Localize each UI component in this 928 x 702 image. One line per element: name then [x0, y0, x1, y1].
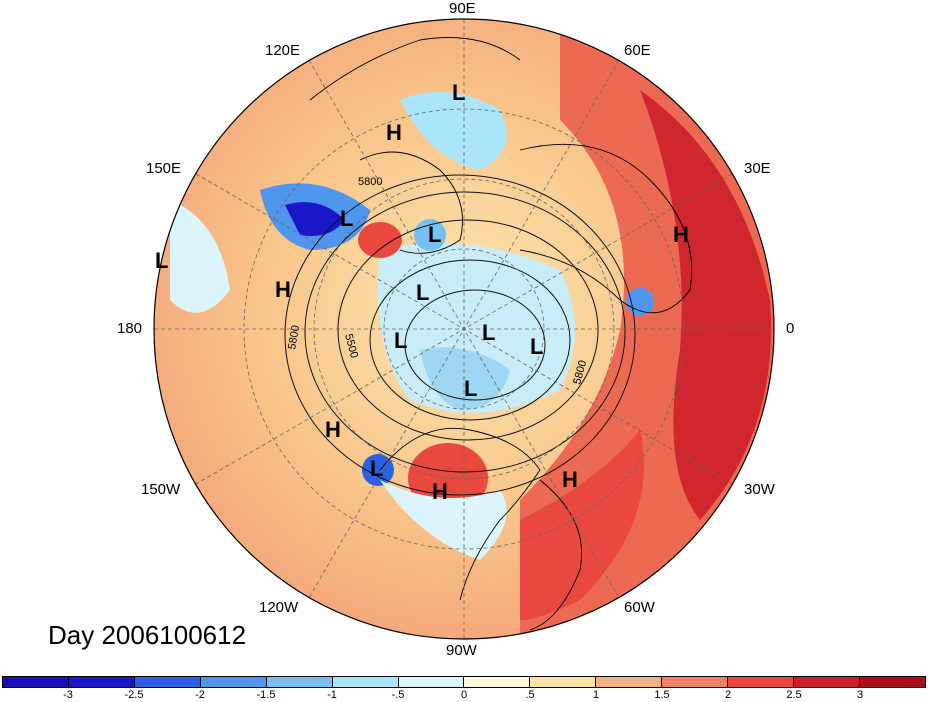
pressure-center: H: [432, 479, 448, 504]
lon-label-120e: 120E: [265, 42, 301, 59]
colorbar: [2, 676, 926, 688]
colorbar-tick-label: -.5: [391, 689, 405, 701]
colorbar-tick-label: -2: [195, 689, 205, 701]
lon-label-120w: 120W: [259, 599, 299, 616]
pressure-center: L: [464, 376, 477, 401]
lon-label-90w: 90W: [446, 642, 477, 659]
colorbar-tick-label: 1: [592, 689, 600, 701]
pressure-center: H: [386, 120, 402, 145]
contour-label: 5800: [358, 176, 382, 188]
colorbar-tick-label: 2.5: [786, 689, 802, 701]
colorbar-tick-label: 3: [856, 689, 864, 701]
colorbar-swatch: [728, 677, 795, 687]
colorbar-swatch: [134, 677, 201, 687]
pressure-center: L: [340, 206, 353, 231]
colorbar-tick-label: -2.5: [124, 689, 144, 701]
colorbar-tick-label: 1.5: [654, 689, 670, 701]
colorbar-swatch: [662, 677, 729, 687]
colorbar-tick-label: -1.5: [256, 689, 276, 701]
colorbar-swatch: [200, 677, 267, 687]
colorbar-swatch: [266, 677, 333, 687]
date-title: Day 2006100612: [48, 620, 247, 650]
lon-label-150w: 150W: [141, 481, 181, 498]
pressure-center: H: [275, 277, 291, 302]
colorbar-swatch: [530, 677, 597, 687]
pressure-center: L: [394, 328, 407, 353]
colorbar-swatch: [464, 677, 531, 687]
colorbar-swatch: [596, 677, 663, 687]
pressure-center: L: [155, 248, 168, 273]
colorbar-tick-label: -3: [63, 689, 73, 701]
pressure-center: H: [562, 467, 578, 492]
colorbar-swatch: [332, 677, 399, 687]
pressure-center: H: [673, 222, 689, 247]
lon-label-60e: 60E: [624, 42, 651, 59]
lon-label-30e: 30E: [744, 160, 771, 177]
pressure-center: L: [416, 280, 429, 305]
colorbar-swatch: [794, 677, 860, 687]
lon-label-0: 0: [786, 320, 795, 337]
lon-label-180: 180: [117, 320, 143, 337]
pressure-center: L: [428, 222, 441, 247]
pressure-center: L: [452, 80, 465, 105]
colorbar-tick-label: .5: [525, 689, 535, 701]
lon-label-150e: 150E: [146, 160, 182, 177]
anomaly-field: [154, 19, 774, 639]
colorbar-tick-label: -1: [327, 689, 337, 701]
colorbar-swatch: [3, 677, 69, 687]
pressure-center: L: [530, 334, 543, 359]
colorbar-swatch: [398, 677, 465, 687]
graticule: [154, 19, 774, 639]
pressure-center: H: [325, 417, 341, 442]
height-contours: [284, 174, 636, 496]
colorbar-tick-label: 2: [724, 689, 732, 701]
pressure-center: L: [370, 456, 383, 481]
pressure-center: L: [482, 320, 495, 345]
lon-label-90e: 90E: [449, 0, 476, 17]
polar-map: 5800 5500 5800 5800 L H L L L H L H L L …: [153, 18, 775, 640]
lon-label-30w: 30W: [744, 481, 775, 498]
lon-label-60w: 60W: [624, 599, 655, 616]
colorbar-tick-label: 0: [460, 689, 468, 701]
colorbar-swatch: [68, 677, 135, 687]
contour-label: 5800: [286, 324, 302, 350]
colorbar-swatch: [859, 677, 925, 687]
